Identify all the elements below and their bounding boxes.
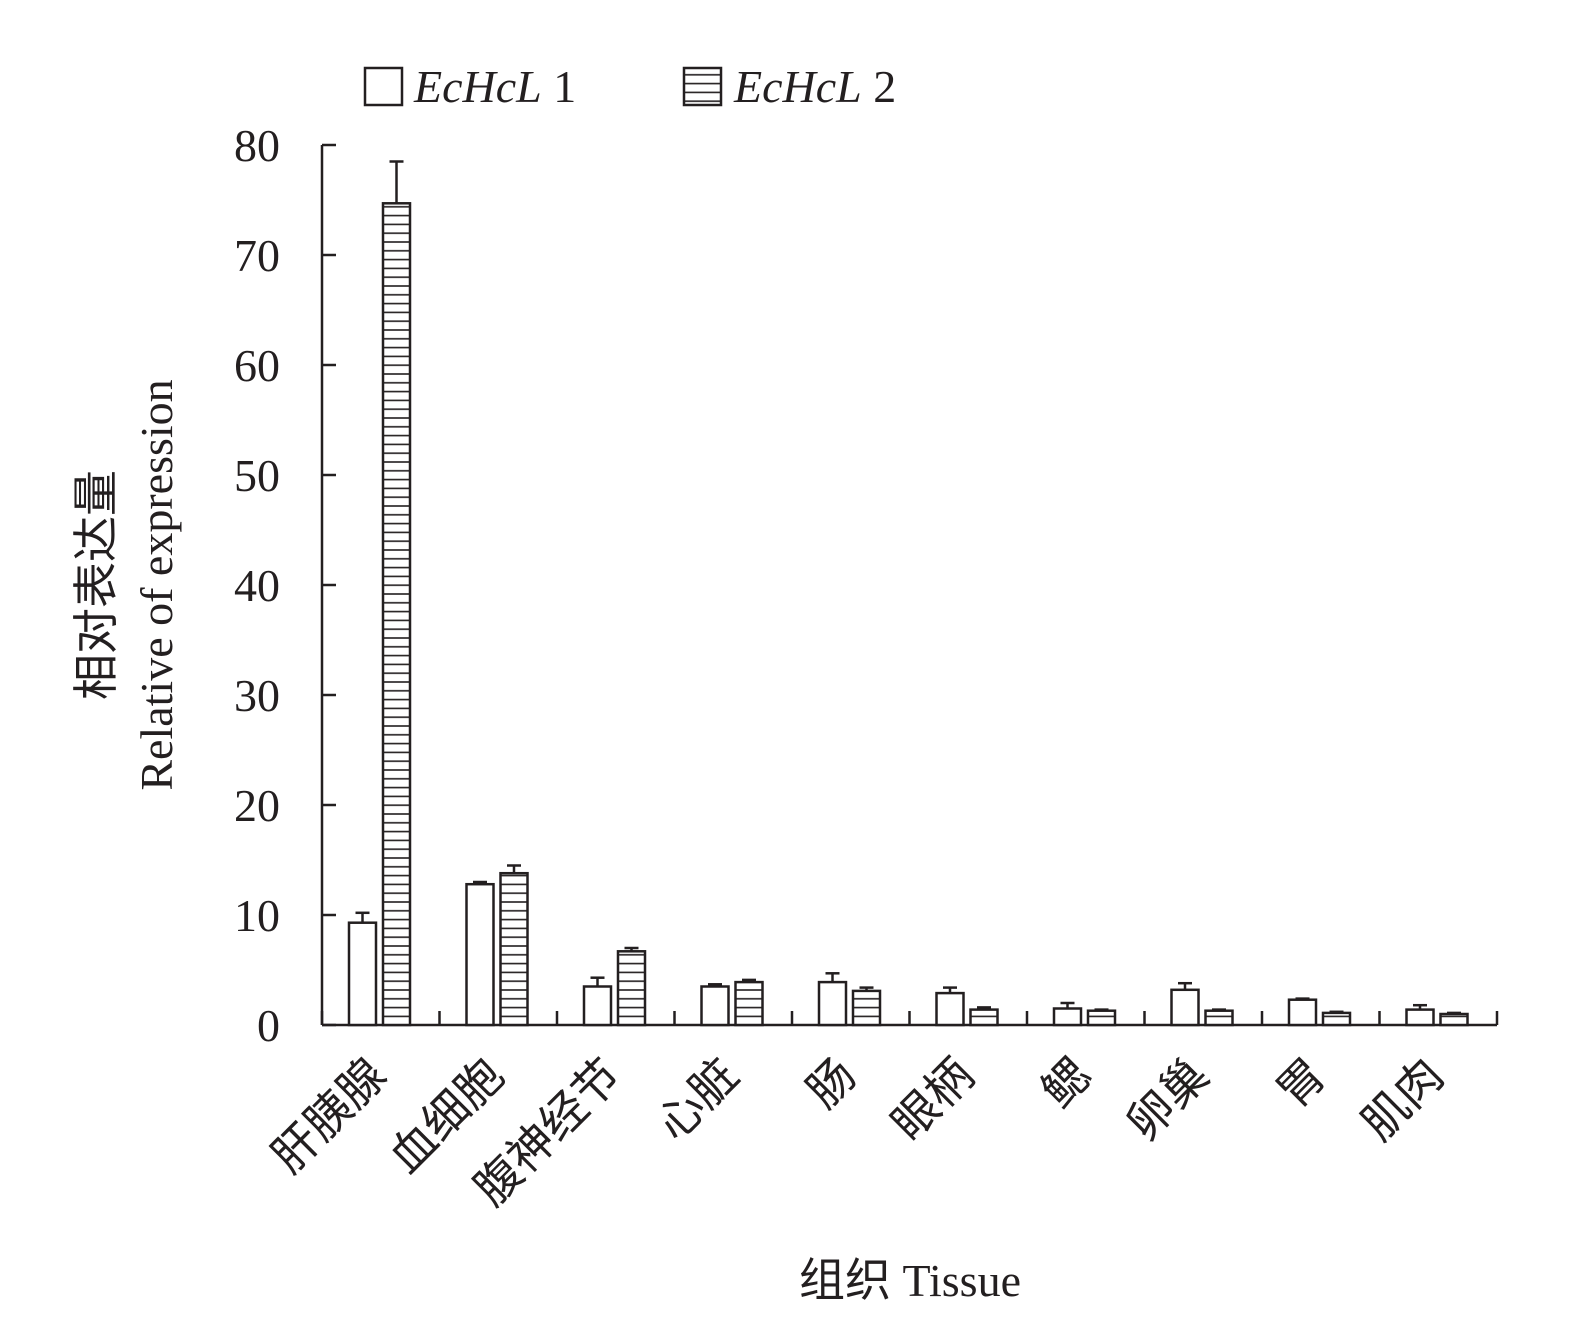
- y-axis-title: 相对表达量 Relative of expression: [71, 379, 182, 790]
- x-tick-label: 肠: [797, 1049, 866, 1118]
- bar-series-2: [499, 871, 529, 1027]
- y-tick-label: 30: [234, 670, 280, 721]
- legend-swatch-series-1: [363, 66, 404, 107]
- bar-series-2: [969, 1008, 999, 1027]
- bar-series-1: [817, 980, 848, 1027]
- x-tick-label: 眼柄: [882, 1049, 983, 1150]
- legend-label-series-2: EcHcL 2: [733, 61, 896, 112]
- bar-series-2: [1321, 1011, 1352, 1027]
- error-bars: [355, 160, 1461, 1015]
- bar-series-2: [1204, 1009, 1234, 1027]
- x-tick-label: 鳃: [1032, 1049, 1101, 1118]
- y-tick-labels: 0 10 20 30 40 50 60 70 80: [234, 120, 280, 1051]
- bar-series-1: [1287, 998, 1318, 1027]
- bar-series-1: [700, 985, 730, 1027]
- y-tick-label: 10: [234, 890, 280, 941]
- x-tick-label: 肝胰腺: [262, 1049, 396, 1183]
- bar-series-2: [1439, 1012, 1469, 1027]
- bars: [347, 202, 1469, 1027]
- bar-series-1: [1052, 1007, 1083, 1027]
- x-tick-label: 胃: [1267, 1049, 1336, 1118]
- x-tick-label: 心脏: [647, 1049, 748, 1150]
- y-tick-label: 20: [234, 780, 280, 831]
- legend-label-series-1: EcHcL 1: [413, 61, 576, 112]
- bar-series-1: [347, 921, 378, 1027]
- axes: [320, 143, 1499, 1027]
- y-tick-label: 40: [234, 560, 280, 611]
- bar-series-1: [582, 985, 613, 1027]
- legend: EcHcL 1 EcHcL 2: [363, 61, 896, 112]
- x-tick-label: 卵巢: [1117, 1049, 1218, 1150]
- bar-series-1: [1405, 1008, 1435, 1027]
- y-tick-label: 50: [234, 450, 280, 501]
- x-tick-labels: 肝胰腺血细胞腹神经节 心脏肠眼柄鳃卵巢胃肌肉: [262, 1049, 1453, 1215]
- y-axis-title-cn: 相对表达量: [71, 470, 122, 700]
- bar-series-1: [1170, 988, 1200, 1027]
- bar-series-2: [616, 950, 647, 1027]
- y-tick-label: 80: [234, 120, 280, 171]
- legend-swatch-series-2: [682, 66, 723, 107]
- x-axis-title: 组织 Tissue: [799, 1255, 1021, 1306]
- bar-series-2: [851, 989, 882, 1027]
- x-tick-label: 肌肉: [1352, 1049, 1453, 1150]
- y-tick-label: 0: [257, 1000, 280, 1051]
- y-tick-label: 60: [234, 340, 280, 391]
- bar-series-2: [381, 202, 412, 1027]
- y-axis-title-en: Relative of expression: [131, 379, 182, 790]
- bar-series-2: [1086, 1009, 1117, 1027]
- bar-series-1: [465, 882, 495, 1027]
- bar-series-2: [734, 980, 764, 1027]
- y-tick-label: 70: [234, 230, 280, 281]
- bar-series-1: [935, 991, 965, 1027]
